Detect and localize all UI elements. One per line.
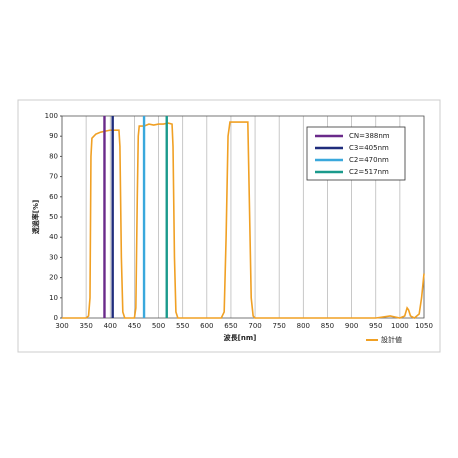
chart-frame (17, 99, 441, 353)
legend-label: 設計値 (381, 335, 402, 344)
legend-label: C2=517nm (349, 168, 389, 176)
legend-label: C2=470nm (349, 156, 389, 164)
plot-frame (61, 115, 425, 319)
x-tick-label: 800 (297, 322, 310, 330)
x-axis-label: 波長[nm] (224, 333, 257, 342)
x-tick-label: 900 (345, 322, 358, 330)
y-tick-label: 70 (49, 173, 58, 181)
x-tick-label: 350 (79, 322, 92, 330)
y-tick-label: 90 (49, 132, 58, 140)
x-tick-label: 950 (369, 322, 382, 330)
x-tick-label: 450 (128, 322, 141, 330)
y-axis-label: 透過率[%] (31, 200, 40, 234)
x-tick-label: 500 (152, 322, 165, 330)
x-tick-label: 700 (248, 322, 261, 330)
x-tick-label: 1000 (391, 322, 409, 330)
y-tick-label: 20 (49, 274, 58, 282)
y-tick-label: 100 (45, 112, 58, 120)
x-tick-label: 550 (176, 322, 189, 330)
legend-label: C3=405nm (349, 144, 389, 152)
x-tick-label: 600 (200, 322, 213, 330)
y-tick-label: 50 (49, 213, 58, 221)
y-tick-label: 30 (49, 253, 58, 261)
x-tick-label: 300 (55, 322, 68, 330)
x-tick-label: 1050 (415, 322, 433, 330)
x-tick-label: 850 (321, 322, 334, 330)
y-tick-label: 60 (49, 193, 58, 201)
x-tick-label: 650 (224, 322, 237, 330)
y-tick-label: 40 (49, 233, 58, 241)
y-tick-label: 0 (54, 314, 58, 322)
x-tick-label: 400 (104, 322, 117, 330)
legend-label: CN=388nm (349, 132, 390, 140)
y-tick-label: 10 (49, 294, 58, 302)
x-tick-label: 750 (273, 322, 286, 330)
y-tick-label: 80 (49, 152, 58, 160)
